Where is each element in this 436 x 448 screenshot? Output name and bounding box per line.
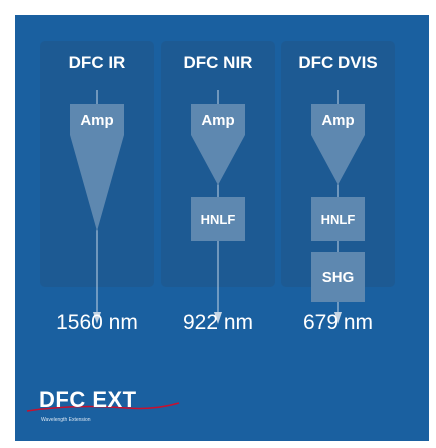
column-title: DFC DVIS (298, 53, 378, 72)
hnlf-stage (311, 197, 365, 241)
output-wavelength: 922 nm (182, 311, 254, 334)
amp-stage (311, 104, 365, 185)
output-arrow (93, 312, 101, 324)
logo-swoosh (26, 402, 180, 412)
logo-tagline: Wavelength Extension (41, 417, 91, 423)
output-wavelength: 679 nm (302, 311, 374, 334)
amp-stage (191, 104, 245, 185)
stage-label: Amp (80, 112, 113, 129)
output-arrow (214, 312, 222, 324)
column-title: DFC NIR (183, 53, 253, 72)
stage-label: SHG (322, 269, 355, 286)
shg-stage (311, 252, 365, 302)
hnlf-stage (191, 197, 245, 241)
stage-label: HNLF (321, 212, 356, 227)
stage-label: Amp (201, 112, 234, 129)
stage-label: Amp (321, 112, 354, 129)
logo-name: DFC EXT (39, 387, 137, 412)
output-arrow (334, 312, 342, 324)
beam-path-diagram: Amp Amp HNLF Amp HNLF SHG (26, 90, 365, 412)
stage-label: HNLF (201, 212, 236, 227)
diagram-panel: Amp Amp HNLF Amp HNLF SHG DFC IR DFC NIR… (15, 15, 429, 441)
amp-stage (70, 104, 124, 231)
output-wavelength: 1560 nm (56, 311, 138, 334)
column-title: DFC IR (68, 53, 126, 72)
